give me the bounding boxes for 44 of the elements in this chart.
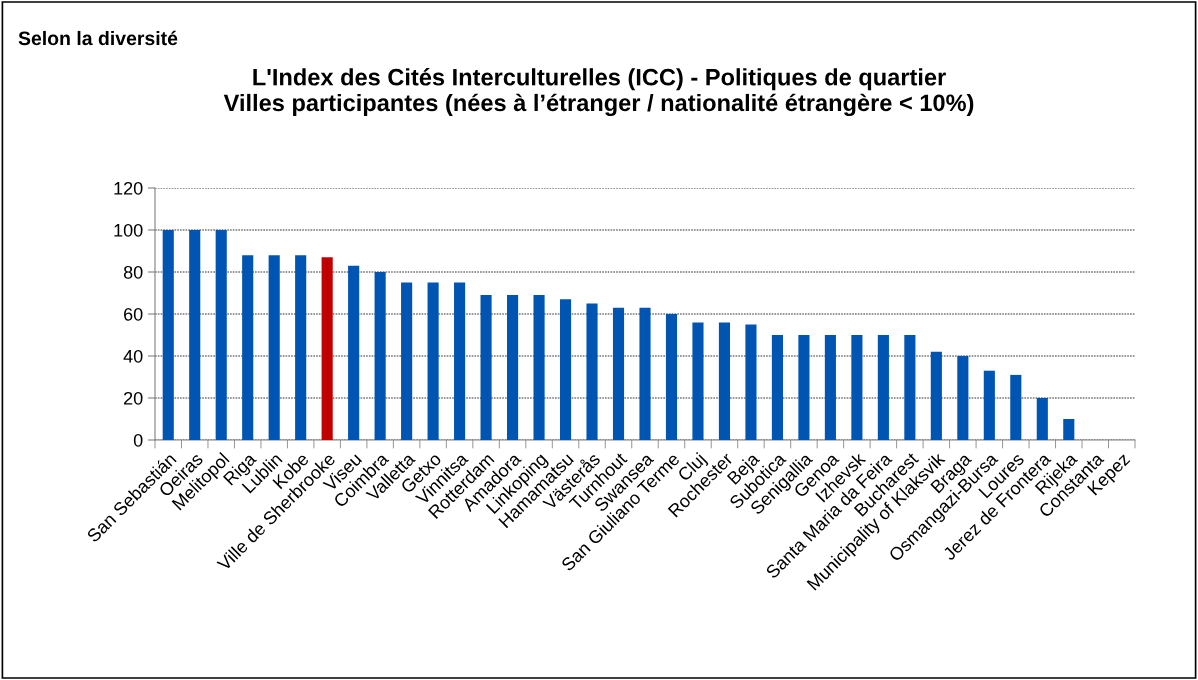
bar bbox=[957, 356, 969, 440]
chart-title: L'Index des Cités Interculturelles (ICC) - Politiques de quartier Villes participantes (nées à l’étranger / nationalité étrangère < 10%) bbox=[223, 68, 974, 116]
y-tick-label: 80 bbox=[123, 265, 143, 279]
y-tick-label: 120 bbox=[114, 181, 143, 195]
bar bbox=[930, 351, 942, 440]
y-tick-label: 20 bbox=[124, 391, 143, 405]
bar bbox=[268, 255, 280, 440]
chart-subtitle: Selon la diversité bbox=[18, 30, 178, 46]
bar bbox=[242, 255, 254, 440]
y-tick-label: 0 bbox=[133, 433, 143, 447]
bar bbox=[692, 322, 704, 440]
bar bbox=[533, 295, 545, 440]
y-tick-label: 100 bbox=[114, 223, 143, 237]
bar bbox=[215, 230, 227, 440]
bar bbox=[1010, 374, 1022, 440]
bar bbox=[480, 295, 492, 440]
bar bbox=[507, 295, 519, 440]
bar bbox=[877, 335, 889, 440]
bar bbox=[427, 282, 439, 440]
bar bbox=[162, 230, 174, 440]
bar bbox=[665, 314, 678, 440]
bar bbox=[348, 265, 360, 440]
bar bbox=[321, 257, 333, 440]
bar bbox=[374, 272, 386, 440]
bar bbox=[639, 307, 651, 440]
y-tick-label: 60 bbox=[124, 307, 143, 321]
bar bbox=[904, 335, 916, 440]
bar bbox=[718, 322, 731, 440]
bar bbox=[824, 335, 836, 440]
bar bbox=[559, 299, 572, 440]
bar bbox=[745, 324, 757, 440]
bar bbox=[1036, 398, 1048, 440]
bar bbox=[1063, 419, 1075, 440]
bar bbox=[189, 230, 201, 440]
bar bbox=[851, 335, 863, 440]
bar bbox=[612, 307, 625, 440]
bar bbox=[295, 255, 307, 440]
bar bbox=[401, 282, 413, 440]
bar bbox=[798, 335, 810, 440]
bar bbox=[586, 303, 598, 440]
bar bbox=[771, 335, 783, 440]
bar bbox=[454, 282, 466, 440]
y-tick-label: 40 bbox=[123, 349, 143, 363]
bar bbox=[983, 370, 995, 440]
